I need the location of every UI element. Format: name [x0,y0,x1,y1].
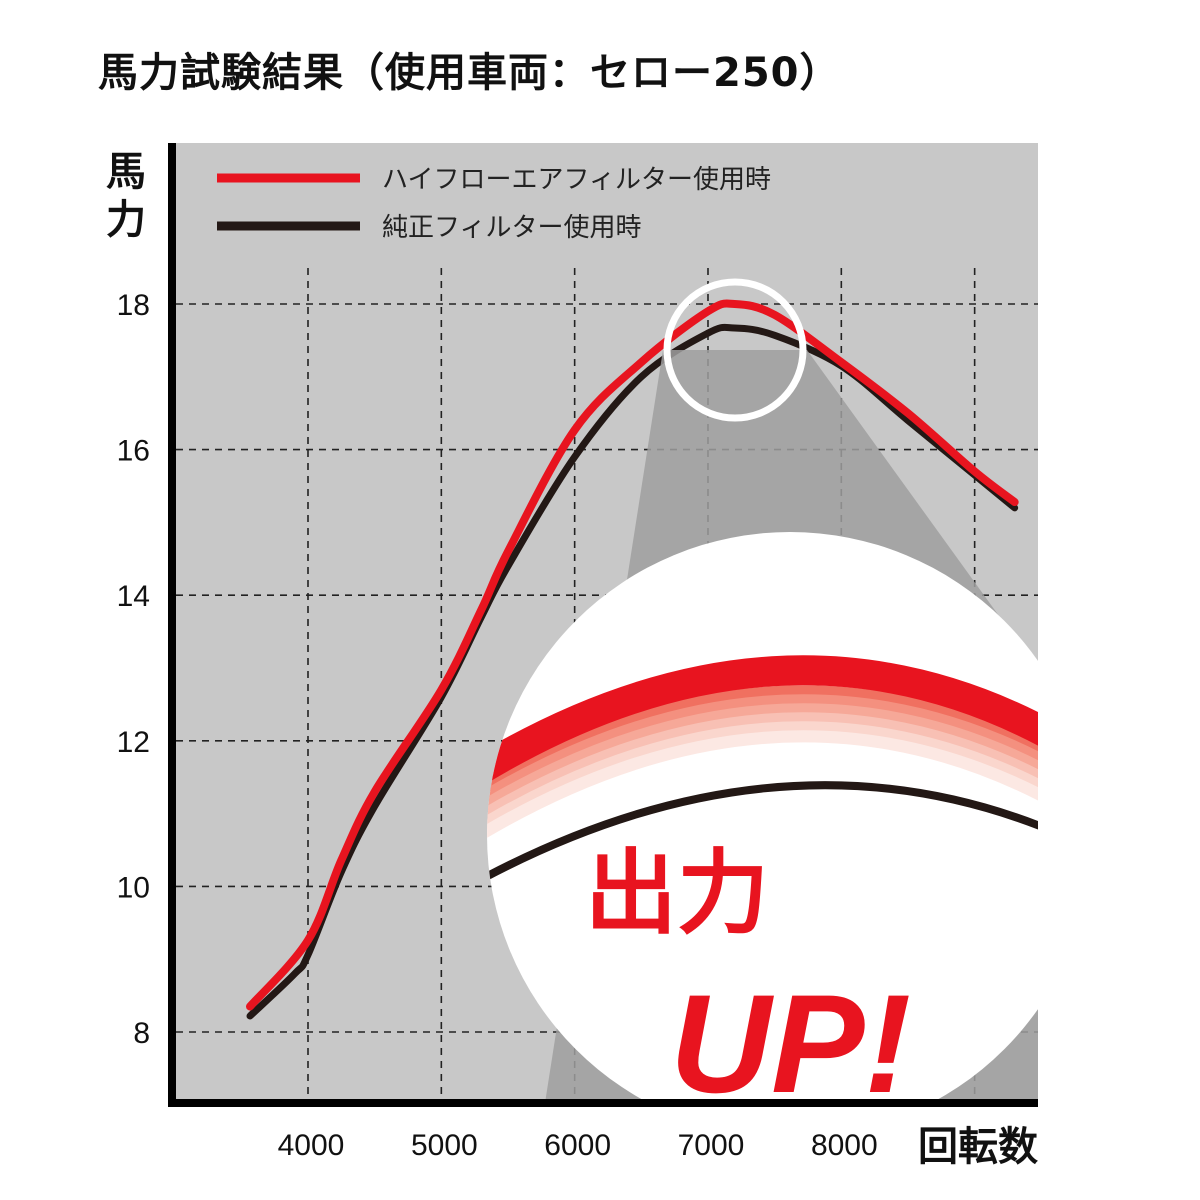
zoom-lens-small [663,278,807,422]
y-tick-label: 18 [117,289,150,322]
x-tick-label: 5000 [411,1129,478,1162]
legend-label-highflow: ハイフローエアフィルター使用時 [382,165,771,195]
x-tick-label: 4000 [278,1129,345,1162]
gradient-band [487,712,1038,823]
x-axis-label: 回転数 [918,1124,1038,1170]
y-tick-label: 8 [133,1017,150,1050]
gradient-band [487,730,1038,841]
gradient-band [487,721,1038,832]
zoomed-black-curve [487,781,1038,884]
gradient-band [487,685,1038,796]
y-tick-label: 16 [117,435,150,468]
y-tick-label: 14 [117,580,150,613]
annotation-line2: UP! [670,965,911,1122]
y-tick-label: 10 [117,871,150,904]
x-tick-label: 6000 [544,1129,611,1162]
legend: ハイフローエアフィルター使用時 純正フィルター使用時 [217,165,771,243]
x-tick-label: 7000 [678,1129,745,1162]
legend-label-stock: 純正フィルター使用時 [382,213,641,243]
zoomed-red-curve [487,655,1038,783]
zoomed-curves [487,655,1038,884]
x-tick-label: 8000 [811,1129,878,1162]
y-axis-label: 馬力 [106,149,146,243]
gradient-band [487,703,1038,814]
chart-title: 馬力試験結果（使用車両：セロー250） [98,50,841,96]
gradient-band [487,694,1038,805]
y-tick-label: 12 [117,726,150,759]
power-up-annotation: 出力 UP! [585,840,911,1122]
series-line-highflow [246,299,1019,1011]
annotation-line1: 出力 [585,840,769,947]
